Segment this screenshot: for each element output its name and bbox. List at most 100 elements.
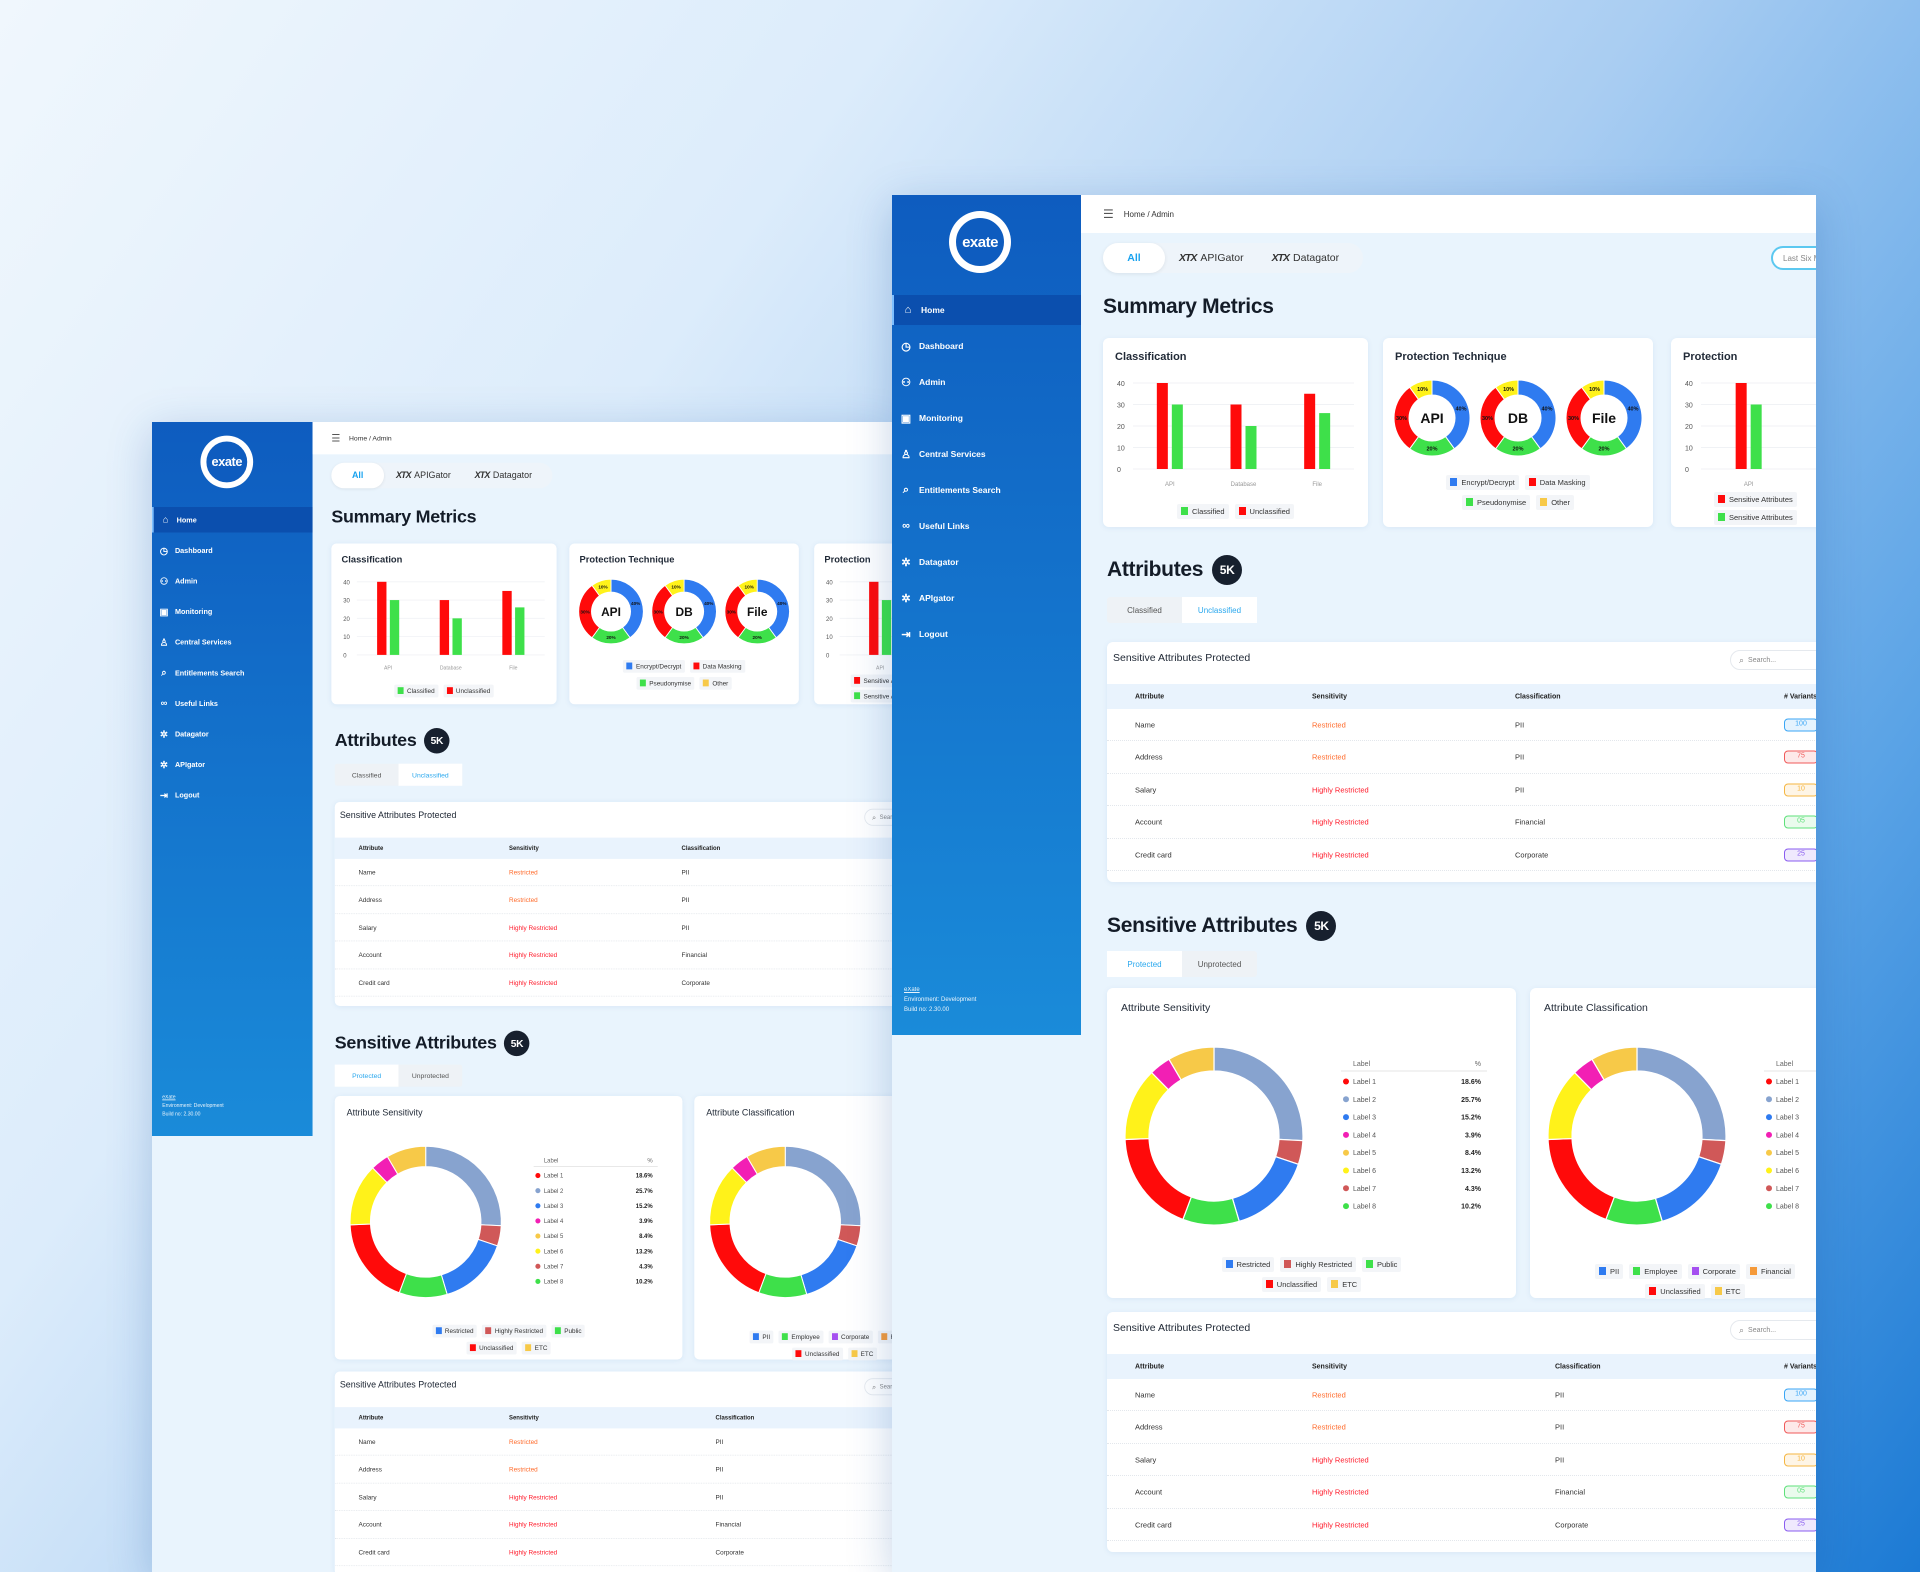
search-icon: ⌕ xyxy=(902,483,910,496)
tab-unclassified[interactable]: Unclassified xyxy=(398,763,463,786)
sidebar-item-admin[interactable]: ⚇ Admin xyxy=(892,367,1081,397)
column-header[interactable]: Attribute xyxy=(358,845,384,852)
tab-apigator[interactable]: XTX APIGator xyxy=(384,463,463,489)
sidebar-item-datagator[interactable]: ✲ Datagator xyxy=(892,547,1081,577)
legend-item: Data Masking xyxy=(1524,474,1590,490)
column-header[interactable]: Sensitivity xyxy=(1312,1363,1348,1370)
sidebar-item-apigator[interactable]: ✲ APIgator xyxy=(892,583,1081,613)
tab-datagator[interactable]: XTX Datagator xyxy=(463,463,544,489)
column-header[interactable]: Classification xyxy=(1555,1363,1601,1370)
legend-item: Financial xyxy=(877,1330,892,1343)
variants-badge: 75 xyxy=(1784,1420,1816,1434)
sidebar-item-dashboard[interactable]: ◷ Dashboard xyxy=(152,538,313,564)
sidebar-item-label: Admin xyxy=(919,377,946,387)
breadcrumb[interactable]: Home / Admin xyxy=(349,434,392,442)
sidebar-item-logout[interactable]: ⇥ Logout xyxy=(152,782,313,808)
sidebar-item-home[interactable]: ⌂ Home xyxy=(152,507,313,533)
tab-datagator[interactable]: XTX Datagator xyxy=(1258,243,1354,273)
sidebar-item-central-services[interactable]: ♙ Central Services xyxy=(152,629,313,655)
tab-apigator[interactable]: XTX APIGator xyxy=(1165,243,1258,273)
sidebar-footer: eXate Environment: Development Build no: 2… xyxy=(904,985,976,1015)
sidebar-item-central-services[interactable]: ♙ Central Services xyxy=(892,439,1081,469)
sidebar-item-monitoring[interactable]: ▣ Monitoring xyxy=(892,403,1081,433)
link-icon: ∞ xyxy=(902,520,910,532)
tab-unprotected[interactable]: Unprotected xyxy=(411,1071,449,1080)
legend-swatch xyxy=(1466,498,1474,506)
search-input[interactable]: ⌕Search... xyxy=(1730,650,1816,670)
sidebar-item-apigator[interactable]: ✲ APIgator xyxy=(152,752,313,778)
sidebar-item-useful-links[interactable]: ∞ Useful Links xyxy=(892,511,1081,541)
tab-classified[interactable]: Classified xyxy=(351,770,382,779)
breadcrumb[interactable]: Home / Admin xyxy=(1123,209,1175,219)
brand-link[interactable]: eXate xyxy=(904,987,920,993)
column-header[interactable]: Sensitivity xyxy=(509,1414,539,1421)
tab-all[interactable]: All xyxy=(1103,243,1165,273)
sidebar-item-admin[interactable]: ⚇ Admin xyxy=(152,568,313,594)
sidebar-item-logout[interactable]: ⇥ Logout xyxy=(892,619,1081,649)
sidebar-item-entitlements-search[interactable]: ⌕ Entitlements Search xyxy=(152,660,313,686)
tab-unprotected[interactable]: Unprotected xyxy=(1197,959,1242,969)
label-name: Label 8 xyxy=(544,1280,564,1286)
column-header[interactable]: Attribute xyxy=(358,1414,384,1421)
sensitivity-cell: Restricted xyxy=(1312,720,1346,729)
sidebar-item-home[interactable]: ⌂ Home xyxy=(892,295,1081,325)
attributes-title-text: Attributes xyxy=(1107,558,1204,581)
column-header[interactable]: Attribute xyxy=(1135,1363,1165,1370)
column-header[interactable]: Classification xyxy=(1515,693,1561,700)
sidebar-item-monitoring[interactable]: ▣ Monitoring xyxy=(152,599,313,625)
sidebar-item-datagator[interactable]: ✲ Datagator xyxy=(152,721,313,747)
tab-protected[interactable]: Protected xyxy=(334,1064,399,1087)
column-header[interactable]: Attribute xyxy=(1135,693,1165,700)
tab-classified[interactable]: Classified xyxy=(1127,605,1162,615)
search-input[interactable]: ⌕Search... xyxy=(864,808,892,826)
tab-unclassified[interactable]: Unclassified xyxy=(1182,597,1257,623)
legend-item: Employee xyxy=(1629,1263,1682,1279)
tab-all[interactable]: All xyxy=(331,462,385,489)
column-header[interactable]: Classification xyxy=(681,845,721,852)
hamburger-menu-icon[interactable]: ☰ xyxy=(1103,207,1114,221)
label-dot xyxy=(535,1203,541,1209)
column-header[interactable]: Sensitivity xyxy=(509,845,539,852)
tab-protected[interactable]: Protected xyxy=(1107,951,1182,977)
column-header[interactable]: # Variants xyxy=(1784,693,1816,700)
column-header[interactable]: Classification xyxy=(715,1414,755,1421)
build-text: Build no: 2.30.00 xyxy=(904,1007,950,1013)
sidebar-item-entitlements-search[interactable]: ⌕ Entitlements Search xyxy=(892,475,1081,505)
donut-slice xyxy=(800,1238,858,1296)
sidebar-item-useful-links[interactable]: ∞ Useful Links xyxy=(152,691,313,717)
search-input[interactable]: ⌕Search... xyxy=(1730,1320,1816,1340)
sidebar-item-dashboard[interactable]: ◷ Dashboard xyxy=(892,331,1081,361)
attribute-cell: Salary xyxy=(1135,785,1157,794)
search-input[interactable]: ⌕Search... xyxy=(864,1378,892,1396)
hamburger-menu-icon[interactable]: ☰ xyxy=(331,432,341,445)
brand-link[interactable]: eXate xyxy=(162,1095,176,1101)
search-icon: ⌕ xyxy=(871,812,877,822)
table-title: Sensitive Attributes Protected xyxy=(1113,652,1251,664)
column-header[interactable]: # Variants xyxy=(1784,1363,1816,1370)
classification-cell: Corporate xyxy=(715,1548,744,1556)
column-header[interactable]: Sensitivity xyxy=(1312,693,1348,700)
period-select-button[interactable]: Last Six Months xyxy=(1771,246,1816,270)
legend: Unclassified ETC xyxy=(694,1346,892,1361)
legend-item: Sensitive Attributes xyxy=(1714,491,1797,507)
